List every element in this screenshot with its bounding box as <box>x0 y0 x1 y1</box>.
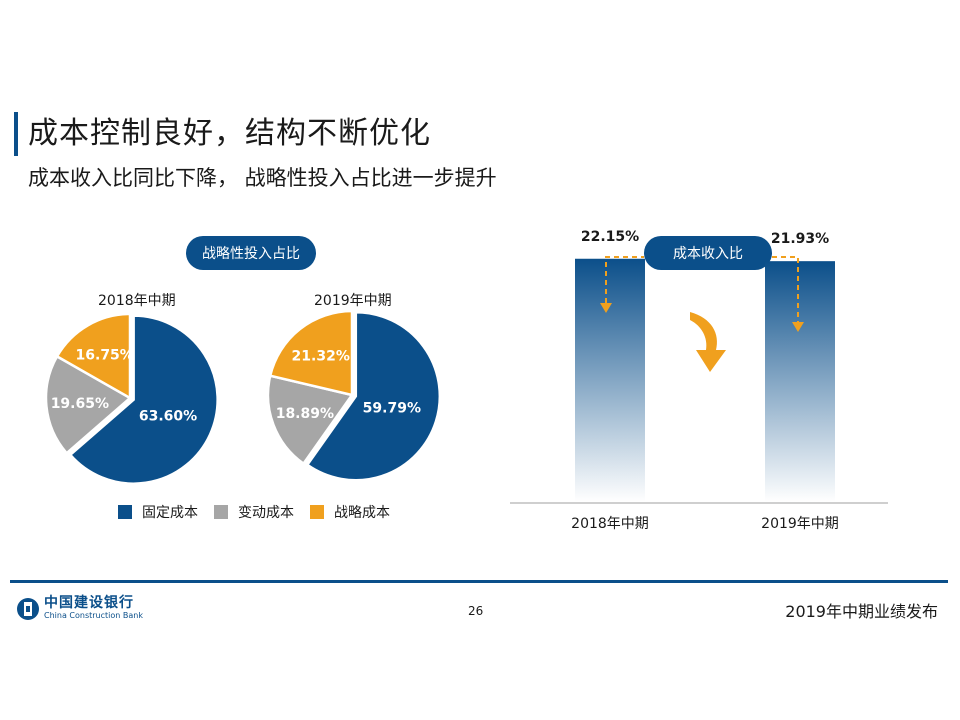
pie-2019-label-strategic: 21.32% <box>292 348 350 364</box>
pie-2019-slice-fixed <box>305 310 441 482</box>
legend-item-variable: 变动成本 <box>214 502 294 522</box>
legend-swatch-strategic <box>310 505 324 519</box>
legend-swatch-variable <box>214 505 228 519</box>
report-name: 2019年中期业绩发布 <box>785 602 938 621</box>
pie-2019-slice-variable <box>266 374 355 466</box>
pie-2018-slice-strategic <box>55 312 132 401</box>
pie-section-title: 战略性投入占比 <box>186 236 316 270</box>
bar-section-title: 成本收入比 <box>644 236 772 270</box>
legend-label-strategic: 战略成本 <box>334 505 390 521</box>
pie-2019-slice-strategic <box>268 309 354 397</box>
dashed-connector <box>605 256 799 322</box>
bar-2019-value-label: 21.93% <box>771 231 829 247</box>
ccb-logo-icon <box>17 597 39 620</box>
pie-2018-label-strategic: 16.75% <box>76 347 134 363</box>
pie-2019-label-variable: 18.89% <box>276 406 334 422</box>
pie-2018-slice-fixed <box>68 314 219 485</box>
bar-2019-category-label: 2019年中期 <box>761 516 839 532</box>
pie-2019-label-fixed: 59.79% <box>363 401 421 417</box>
legend-label-fixed: 固定成本 <box>142 505 198 521</box>
legend-item-strategic: 战略成本 <box>310 502 390 522</box>
page-subtitle: 成本收入比同比下降， 战略性投入占比进一步提升 <box>28 166 497 190</box>
page-number: 26 <box>468 604 484 618</box>
page-title: 成本控制良好，结构不断优化 <box>28 116 431 151</box>
pie-2018-slice-variable <box>44 354 133 455</box>
bar-2018-value-label: 22.15% <box>581 229 639 245</box>
connector-arrow-right-icon <box>792 322 804 332</box>
logo-name-en: China Construction Bank <box>44 611 143 620</box>
connector-arrow-left-icon <box>600 303 612 313</box>
bar-2019 <box>765 261 835 502</box>
legend-item-fixed: 固定成本 <box>118 502 198 522</box>
pie-2018-label: 2018年中期 <box>98 293 176 309</box>
legend-swatch-fixed <box>118 505 132 519</box>
bank-logo: 中国建设银行 China Construction Bank <box>16 596 143 621</box>
footer-divider <box>10 580 948 583</box>
decrease-arrow-icon <box>690 312 726 372</box>
pie-2019-label: 2019年中期 <box>314 293 392 309</box>
bar-2018 <box>575 258 645 502</box>
legend-label-variable: 变动成本 <box>238 505 294 521</box>
bar-2018-category-label: 2018年中期 <box>571 516 649 532</box>
pie-2018-label-fixed: 63.60% <box>139 408 197 424</box>
logo-name-cn: 中国建设银行 <box>44 595 134 611</box>
title-accent-bar <box>14 112 18 156</box>
pie-2018-label-variable: 19.65% <box>51 396 109 412</box>
chart-canvas: 63.60% 19.65% 16.75% 59.79% 18.89% 21.32% 22.… <box>44 229 888 532</box>
